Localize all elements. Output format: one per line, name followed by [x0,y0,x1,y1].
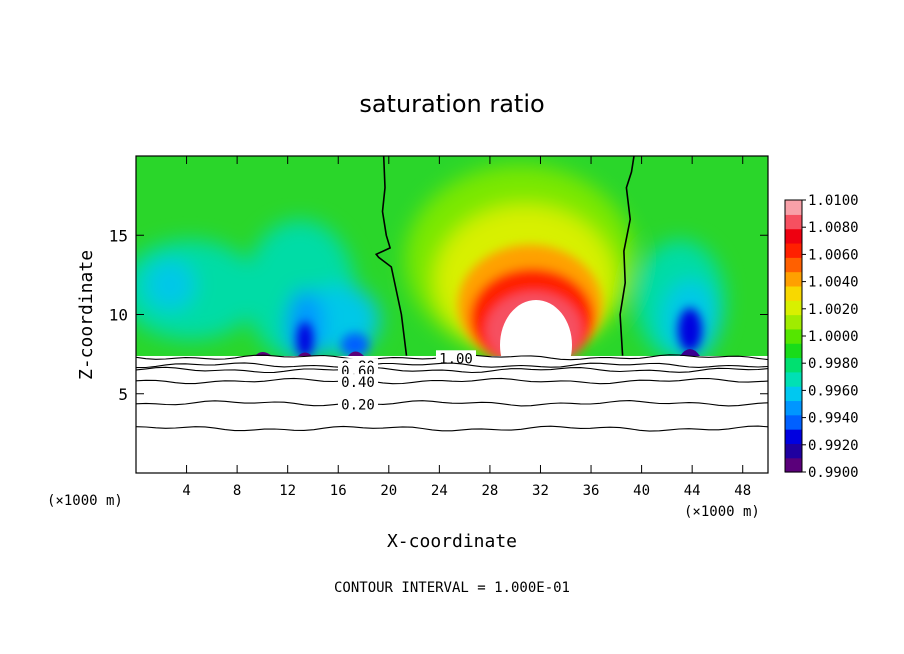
contour-interval-note: CONTOUR INTERVAL = 1.000E-01 [334,580,570,596]
colorbar-swatch [785,300,802,316]
plot-area: 1.000.800.600.400.20 [136,156,768,473]
colorbar-label: 1.0040 [808,275,859,291]
colorbar-swatch [785,228,802,244]
colorbar-label: 0.9900 [808,465,859,481]
x-tick-label: 36 [583,483,600,499]
colorbar-swatch [785,214,802,230]
contour-line [136,362,768,369]
contour-line [136,377,768,385]
colorbar-swatch [785,414,802,430]
colorbar-label: 1.0100 [808,193,859,209]
y-tick-label: 10 [109,306,128,325]
x-axis-unit-right: (×1000 m) [684,504,760,520]
x-tick-label: 32 [532,483,549,499]
x-tick-label: 40 [633,483,650,499]
saturation-line [619,156,635,356]
colorbar-swatch [785,343,802,359]
colorbar-label: 0.9980 [808,356,859,372]
colorbar-swatch [785,443,802,459]
y-axis-ticks: 5 10 15 [109,226,768,404]
colorbar: 1.0100 1.0080 1.0060 1.0040 1.0020 1.0000 0.99… [784,193,859,481]
y-tick-label: 15 [109,226,128,245]
colorbar-swatch [785,314,802,330]
colorbar-label: 0.9920 [808,438,859,454]
colorbar-label: 0.9960 [808,383,859,399]
x-axis-label: X-coordinate [387,531,517,552]
colorbar-swatch [785,386,802,402]
x-tick-label: 24 [431,483,448,499]
y-axis-label: Z-coordinate [76,250,97,380]
contour-label-bg [338,374,378,388]
contour-line [136,400,768,407]
colorbar-label: 1.0060 [808,247,859,263]
contour-lines: 1.000.800.600.400.20 [136,350,768,432]
x-axis-unit-left: (×1000 m) [47,493,123,509]
colorbar-label: 1.0000 [808,329,859,345]
contour-label: 0.40 [341,375,375,391]
colorbar-label: 0.9940 [808,411,859,427]
colorbar-swatch [785,357,802,373]
x-axis-ticks: 4 8 12 16 20 24 28 32 36 40 44 48 [182,156,751,499]
contour-line [136,366,768,374]
colorbar-swatch [785,457,802,473]
colorbar-label: 1.0020 [808,302,859,318]
contour-label: 0.20 [341,397,375,413]
chart-title: saturation ratio [359,90,544,118]
saturation-line [374,156,408,356]
x-tick-label: 4 [182,483,190,499]
x-tick-label: 16 [330,483,347,499]
saturation-lines [374,156,635,356]
colorbar-swatch [785,285,802,301]
colorbar-swatch [785,400,802,416]
contour-line [136,425,768,432]
colorbar-swatch [785,200,802,215]
colorbar-label: 1.0080 [808,220,859,236]
colorbar-swatch [785,257,802,273]
x-tick-label: 8 [233,483,241,499]
y-tick-label: 5 [118,385,128,404]
colorbar-swatch [785,429,802,444]
colorbar-swatch [785,242,802,258]
contour-label-bg [436,350,476,364]
x-tick-label: 20 [380,483,397,499]
x-tick-label: 12 [279,483,296,499]
x-tick-label: 28 [481,483,498,499]
contour-label-bg [338,396,378,410]
contour-label-bg [338,362,378,376]
colorbar-swatch [785,328,802,344]
x-tick-label: 44 [684,483,701,499]
colorbar-swatch [785,271,802,287]
saturation-field [136,156,768,390]
subsaturated-region [136,356,768,473]
colorbar-swatch [785,371,802,387]
x-tick-label: 48 [734,483,751,499]
